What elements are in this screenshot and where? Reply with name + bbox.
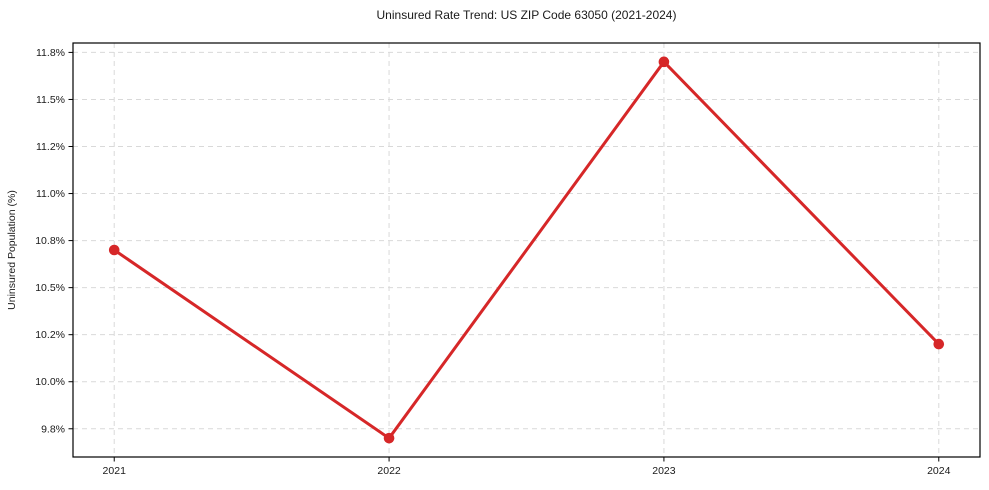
- y-tick-label: 11.2%: [36, 141, 65, 153]
- trend-line: [112, 60, 941, 440]
- chart-title: Uninsured Rate Trend: US ZIP Code 63050 …: [376, 8, 677, 22]
- y-tick-label: 11.0%: [36, 188, 65, 200]
- data-point-2021: [108, 244, 120, 256]
- y-tick-label: 10.5%: [35, 282, 65, 294]
- data-point-2023: [658, 56, 670, 68]
- x-tick-label: 2024: [927, 465, 951, 477]
- x-tick-label: 2022: [377, 465, 401, 477]
- y-tick-label: 11.8%: [36, 47, 65, 59]
- x-tick-label: 2021: [103, 465, 127, 477]
- data-point-2024: [933, 338, 945, 350]
- y-tick-label: 11.5%: [36, 94, 65, 106]
- data-point-2022: [383, 432, 395, 444]
- y-tick-label: 9.8%: [41, 423, 65, 435]
- x-tick-label: 2023: [652, 465, 676, 477]
- y-tick-label: 10.2%: [35, 329, 65, 341]
- y-tick-label: 10.8%: [35, 235, 65, 247]
- plot-border: [72, 42, 981, 458]
- y-tick-label: 10.0%: [35, 376, 65, 388]
